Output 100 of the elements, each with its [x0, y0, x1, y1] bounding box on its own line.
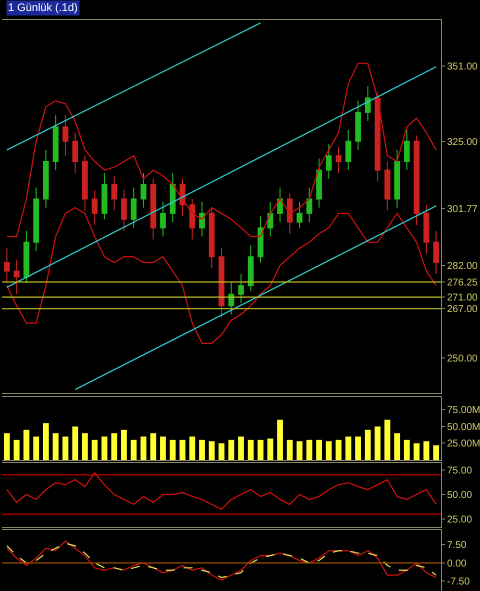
candlestick: [52, 114, 59, 171]
candlestick: [218, 248, 224, 318]
bar: [121, 430, 127, 460]
candlestick: [62, 114, 68, 156]
bar: [433, 445, 440, 460]
bar: [296, 441, 302, 460]
bar: [267, 438, 274, 460]
candlestick: [258, 216, 264, 264]
y-tick-label: 25.00: [447, 514, 472, 526]
bar: [414, 443, 420, 460]
bar: [52, 433, 59, 460]
bar: [258, 440, 264, 460]
bar: [82, 433, 88, 460]
candlestick: [140, 172, 146, 208]
candlestick: [208, 207, 215, 269]
candlestick: [433, 230, 440, 275]
bar: [189, 436, 196, 460]
bar: [423, 441, 430, 460]
bar: [130, 440, 137, 460]
bar: [316, 440, 322, 460]
candlestick: [43, 149, 49, 208]
y-tick-label: 282.00: [447, 260, 478, 272]
candlestick: [170, 172, 176, 223]
y-tick-label: 351.00: [447, 62, 478, 73]
candlestick: [248, 244, 254, 292]
candlestick: [102, 172, 108, 220]
bar: [72, 426, 78, 460]
y-tick-label: -7.50: [447, 576, 470, 588]
candlestick: [414, 134, 420, 226]
candlestick: [33, 186, 40, 252]
y-tick-label: 301.77: [447, 204, 478, 215]
bar: [180, 440, 186, 460]
candlestick: [160, 201, 166, 238]
y-tick-label: 267.00: [447, 304, 478, 316]
line-series: [6, 62, 437, 238]
candlestick: [286, 192, 293, 234]
candlestick: [374, 92, 380, 182]
bar: [170, 440, 176, 460]
candlestick: [150, 178, 156, 240]
bar: [355, 436, 361, 460]
bar: [92, 440, 98, 460]
bar: [306, 440, 312, 460]
bar: [248, 440, 254, 460]
candlestick: [82, 155, 88, 212]
candlestick: [121, 190, 127, 232]
bar: [62, 436, 68, 460]
y-tick-label: 325.00: [447, 136, 478, 148]
y-tick-label: 50.00: [447, 490, 472, 502]
bar: [336, 440, 342, 460]
candlestick: [189, 198, 196, 240]
bar: [404, 440, 410, 460]
bar: [111, 433, 118, 460]
candlestick: [384, 160, 390, 212]
candlestick: [355, 100, 361, 150]
bar: [102, 436, 108, 460]
bar: [33, 436, 40, 460]
bar: [384, 420, 390, 460]
candlestick: [111, 175, 118, 212]
line-series: [6, 472, 437, 510]
candlestick: [296, 201, 302, 228]
bar: [326, 441, 332, 460]
y-tick-label: 50.00M: [447, 422, 480, 433]
candlestick: [4, 248, 10, 284]
bar: [14, 440, 20, 460]
y-tick-label: 271.00: [447, 292, 478, 304]
chart-title: 1 Günlük (.1d): [8, 2, 78, 14]
bar: [160, 436, 166, 460]
y-tick-label: 276.25: [447, 277, 478, 288]
bar: [23, 430, 30, 460]
candlestick: [72, 132, 78, 174]
bar: [286, 440, 293, 460]
candlestick: [336, 146, 342, 174]
candlestick: [306, 186, 312, 223]
candlestick: [130, 186, 137, 228]
bar: [4, 433, 10, 460]
candlestick: [92, 190, 98, 226]
candlestick: [238, 274, 244, 304]
candlestick: [423, 204, 430, 254]
candlestick: [404, 129, 410, 171]
y-tick-label: 25.00M: [447, 438, 480, 450]
candlestick: [364, 86, 371, 122]
candlestick: [345, 129, 352, 171]
y-tick-label: 75.00M: [447, 405, 480, 416]
bar: [277, 420, 283, 460]
y-tick-label: 7.50: [447, 540, 467, 552]
bar: [208, 441, 215, 460]
candlestick: [228, 282, 234, 315]
y-tick-label: 250.00: [447, 353, 478, 364]
bar: [218, 443, 224, 460]
candlestick: [24, 230, 30, 284]
candlestick: [267, 201, 274, 238]
bar: [228, 440, 234, 460]
bar: [364, 430, 371, 460]
candlestick: [394, 149, 400, 208]
candlestick: [326, 144, 332, 180]
candlestick: [316, 158, 322, 208]
bar: [199, 440, 205, 460]
y-tick-label: 0.00: [447, 558, 467, 570]
candlestick: [14, 259, 20, 295]
bar: [238, 436, 244, 460]
